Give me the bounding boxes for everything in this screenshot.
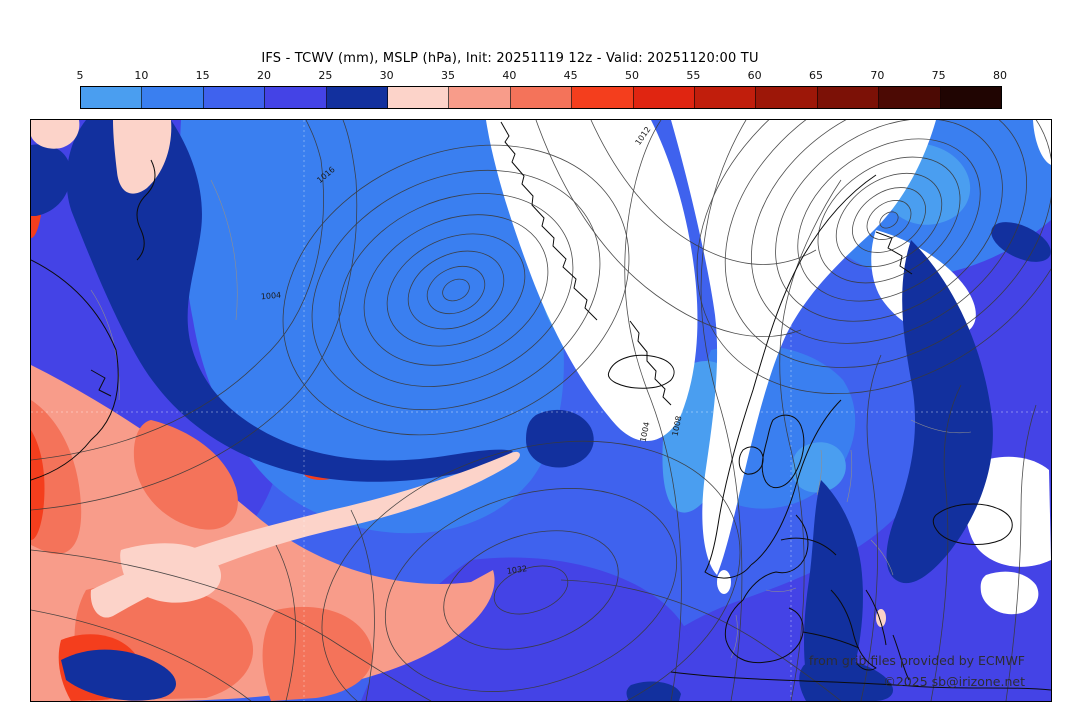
colorbar-tick: 25 bbox=[318, 69, 333, 82]
colorbar-segment bbox=[940, 87, 1002, 108]
colorbar-tick: 45 bbox=[563, 69, 578, 82]
pressure-label: 1004 bbox=[260, 290, 282, 302]
colorbar-tick: 65 bbox=[809, 69, 823, 82]
colorbar-tick: 70 bbox=[870, 69, 885, 82]
colorbar-segment bbox=[633, 87, 696, 108]
colorbar-tick: 15 bbox=[195, 69, 210, 82]
colorbar-segment bbox=[695, 87, 757, 108]
colorbar-tick: 35 bbox=[441, 69, 455, 82]
colorbar-segment bbox=[81, 87, 143, 108]
colorbar-tick: 55 bbox=[686, 69, 701, 82]
colorbar-scale bbox=[80, 86, 1002, 109]
colorbar-tick: 60 bbox=[747, 69, 762, 82]
coastlines bbox=[31, 121, 1051, 691]
low-barents-rings bbox=[696, 120, 1051, 395]
low-greenland-rings bbox=[282, 144, 630, 436]
colorbar-tick-labels: 5 10 15 20 25 30 35 40 45 50 55 60 65 70 75 80 bbox=[76, 69, 1008, 84]
colorbar: 5 10 15 20 25 30 35 40 45 50 55 60 65 70 75 80 bbox=[76, 69, 1008, 109]
colorbar-segment bbox=[817, 87, 880, 108]
colorbar-segment bbox=[326, 87, 389, 108]
colorbar-tick: 10 bbox=[134, 69, 149, 82]
tcwv-field bbox=[31, 120, 1051, 701]
colorbar-segment bbox=[142, 87, 204, 108]
page-title: IFS - TCWV (mm), MSLP (hPa), Init: 20251… bbox=[261, 51, 759, 66]
colorbar-segment bbox=[510, 87, 573, 108]
colorbar-segment bbox=[203, 87, 266, 108]
colorbar-tick: 40 bbox=[502, 69, 517, 82]
graticule bbox=[31, 120, 1051, 701]
country-borders bbox=[90, 179, 972, 659]
tcwv-mslp-map-graphic bbox=[31, 120, 1051, 701]
colorbar-segment bbox=[265, 87, 327, 108]
colorbar-tick: 20 bbox=[257, 69, 271, 82]
high-atlantic-rings bbox=[321, 440, 741, 701]
colorbar-tick: 5 bbox=[76, 69, 84, 82]
attribution-source: from grib files provided by ECMWF bbox=[808, 653, 1025, 668]
colorbar-segment bbox=[388, 87, 450, 108]
attribution-copyright: ©2025 sb@irizone.net bbox=[883, 674, 1025, 689]
colorbar-segment bbox=[756, 87, 818, 108]
colorbar-tick: 75 bbox=[931, 69, 946, 82]
colorbar-segment bbox=[879, 87, 941, 108]
colorbar-segment bbox=[449, 87, 511, 108]
colorbar-tick: 80 bbox=[993, 69, 1007, 82]
colorbar-segment bbox=[572, 87, 634, 108]
weather-map: 1016 1004 1012 1004 1008 1032 from grib files… bbox=[30, 119, 1052, 702]
colorbar-tick: 30 bbox=[379, 69, 394, 82]
mslp-contours bbox=[31, 120, 1051, 701]
colorbar-tick: 50 bbox=[625, 69, 639, 82]
